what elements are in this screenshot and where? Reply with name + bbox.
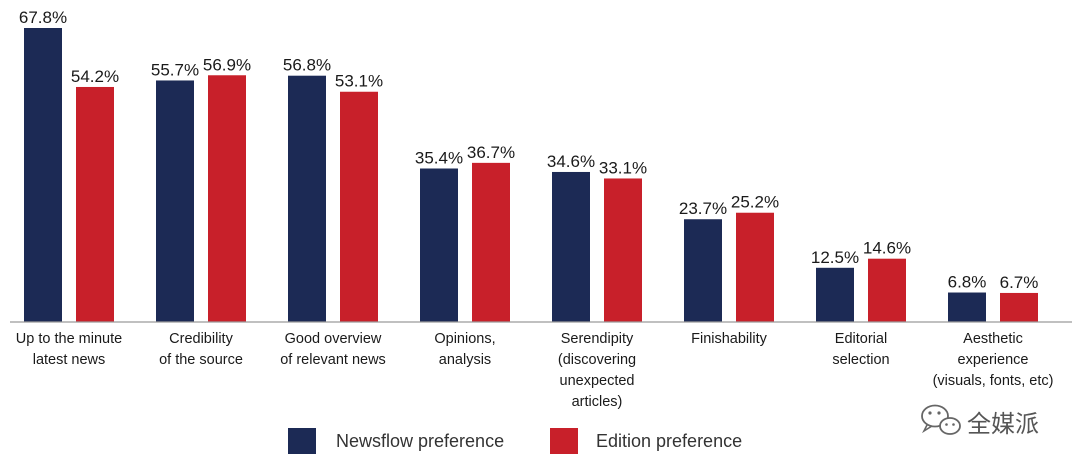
- bar-edition-6: [736, 212, 774, 322]
- category-label-line: analysis: [439, 352, 491, 368]
- category-label-line: Aesthetic: [963, 331, 1023, 347]
- watermark: 全媒派: [921, 404, 1039, 438]
- bar-newsflow-8: [948, 292, 986, 322]
- bar-edition-4: [472, 162, 510, 322]
- legend: Newsflow preference Edition preference: [288, 428, 742, 454]
- category-label-line: unexpected: [560, 373, 635, 389]
- category-label-line: Finishability: [691, 331, 767, 347]
- bars-layer: [24, 28, 1038, 322]
- value-label-newsflow-5: 34.6%: [547, 152, 595, 171]
- bar-edition-2: [208, 75, 246, 322]
- category-label-line: articles): [572, 394, 623, 410]
- value-label-edition-7: 14.6%: [863, 239, 911, 258]
- value-label-edition-5: 33.1%: [599, 158, 647, 177]
- category-label-up-to-the-minute: Up to the minute latest news: [16, 331, 122, 368]
- category-labels-layer: Up to the minute latest news Credibility of…: [16, 331, 1054, 410]
- value-labels-layer: 67.8% 54.2% 55.7% 56.9% 56.8%53.1% 35.4% 36.7%…: [19, 8, 1038, 292]
- value-label-newsflow-4: 35.4%: [415, 148, 463, 167]
- value-label-newsflow-8: 6.8%: [948, 273, 987, 292]
- bar-newsflow-2: [156, 80, 194, 322]
- category-label-line: of relevant news: [280, 352, 386, 368]
- category-label-line: Up to the minute: [16, 331, 122, 347]
- value-label-edition-2: 56.9%: [203, 55, 251, 74]
- bar-edition-5: [604, 178, 642, 322]
- category-label-line: Editorial: [835, 331, 887, 347]
- category-label-line: selection: [832, 352, 889, 368]
- value-label-newsflow-3: 56.8%: [283, 56, 331, 75]
- bar-edition-8: [1000, 292, 1038, 322]
- category-label-line: experience: [958, 352, 1029, 368]
- category-label-line: (visuals, fonts, etc): [933, 373, 1054, 389]
- category-label-line: latest news: [33, 352, 106, 368]
- value-label-edition-4: 36.7%: [467, 143, 515, 162]
- value-label-edition-3: 53.1%: [335, 72, 383, 91]
- category-label-line: (discovering: [558, 352, 636, 368]
- bar-newsflow-5: [552, 171, 590, 322]
- bar-newsflow-7: [816, 267, 854, 322]
- value-label-newsflow-7: 12.5%: [811, 248, 859, 267]
- category-label-editorial: Editorial selection: [832, 331, 889, 368]
- category-label-serendipity: Serendipity (discovering unexpected article…: [558, 331, 636, 410]
- value-label-edition-8: 6.7%: [1000, 273, 1039, 292]
- value-label-newsflow-1: 67.8%: [19, 8, 67, 27]
- value-label-newsflow-6: 23.7%: [679, 199, 727, 218]
- bar-edition-1: [76, 86, 114, 322]
- category-label-line: Good overview: [285, 331, 382, 347]
- value-label-edition-1: 54.2%: [71, 67, 119, 86]
- legend-label-newsflow: Newsflow preference: [336, 431, 504, 451]
- category-label-good-overview: Good overview of relevant news: [280, 331, 386, 368]
- legend-label-edition: Edition preference: [596, 431, 742, 451]
- value-label-edition-6: 25.2%: [731, 193, 779, 212]
- category-label-opinions: Opinions, analysis: [434, 331, 495, 368]
- category-label-line: Serendipity: [561, 331, 634, 347]
- bar-newsflow-6: [684, 219, 722, 322]
- category-label-line: Credibility: [169, 331, 233, 347]
- wechat-icon: [921, 404, 961, 435]
- bar-newsflow-3: [288, 75, 326, 322]
- category-label-credibility: Credibility of the source: [159, 331, 243, 368]
- value-label-newsflow-2: 55.7%: [151, 60, 199, 79]
- bar-edition-3: [340, 91, 378, 322]
- category-label-finishability: Finishability: [691, 331, 767, 347]
- category-label-aesthetic: Aesthetic experience (visuals, fonts, etc): [933, 331, 1054, 389]
- bar-edition-7: [868, 258, 906, 322]
- bar-newsflow-1: [24, 28, 62, 322]
- category-label-line: of the source: [159, 352, 243, 368]
- legend-swatch-edition: [550, 428, 578, 454]
- category-label-line: Opinions,: [434, 331, 495, 347]
- bar-newsflow-4: [420, 168, 458, 322]
- legend-swatch-newsflow: [288, 428, 316, 454]
- watermark-text: 全媒派: [967, 410, 1039, 438]
